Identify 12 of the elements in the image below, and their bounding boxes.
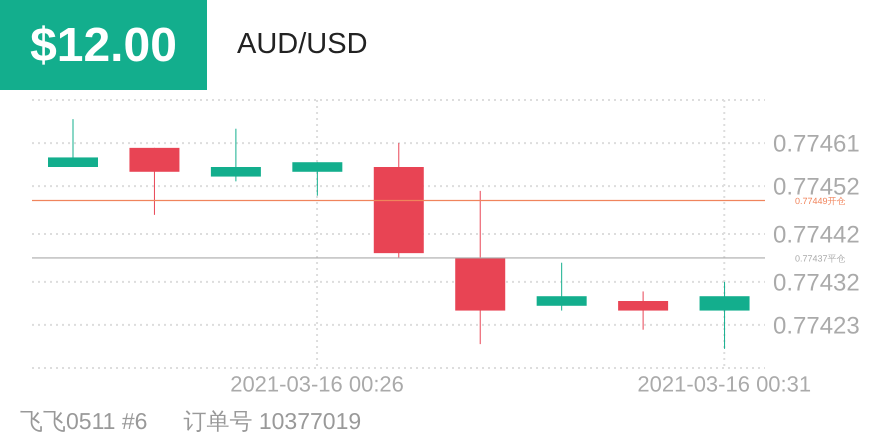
y-tick-label: 0.77423 (773, 312, 860, 340)
text: 订单号 10377019 (183, 408, 362, 434)
ref-line-label: 0.77449开仓 (795, 196, 846, 206)
text: 飞飞0511 #6 (20, 408, 148, 434)
x-tick-label: 2021-03-16 00:26 (230, 372, 404, 397)
x-tick-label: 2021-03-16 00:31 (637, 372, 812, 397)
ref-line-label: 0.77437平仓 (795, 253, 846, 264)
y-tick-label: 0.77432 (773, 269, 860, 296)
y-tick-label: 0.77461 (773, 130, 860, 158)
y-tick-label: 0.77442 (773, 222, 860, 249)
chart-title: AUD/USD (237, 28, 368, 61)
text: $12.00 (0, 0, 207, 90)
